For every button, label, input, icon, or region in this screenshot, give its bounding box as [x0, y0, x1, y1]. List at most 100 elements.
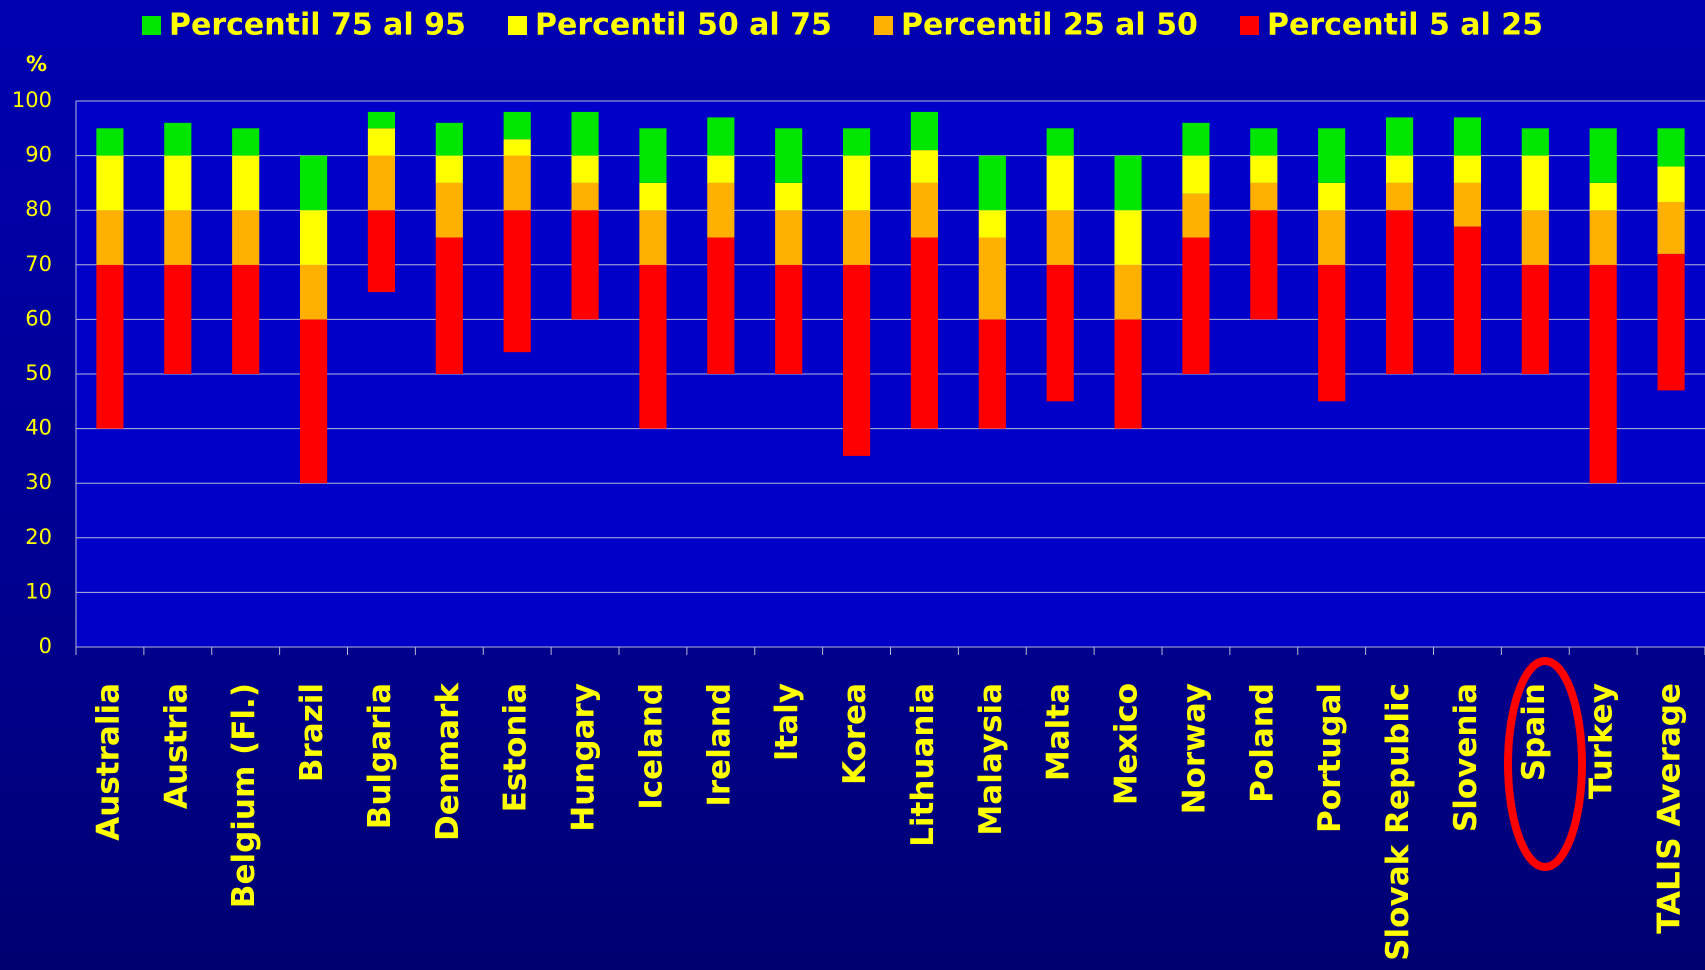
bar-segment — [1114, 210, 1142, 265]
bar-segment — [1589, 264, 1617, 484]
bar-segment — [842, 155, 871, 211]
bar-segment — [1453, 117, 1482, 156]
bar-segment — [639, 128, 667, 183]
x-tick-label: Australia — [90, 683, 126, 841]
bar-segment — [299, 264, 328, 320]
bar-segment — [1657, 166, 1685, 203]
bar-segment — [367, 111, 396, 129]
bar-segment — [367, 128, 396, 156]
bar-segment — [96, 264, 124, 429]
legend-label: Percentil 5 al 25 — [1267, 8, 1543, 43]
x-tick-label: TALIS Average — [1652, 683, 1688, 934]
bar-segment — [367, 155, 396, 211]
y-tick-label: 40 — [25, 416, 52, 440]
x-tick-label: Lithuania — [905, 683, 941, 847]
bar-segment — [299, 210, 328, 265]
bar-segment — [1385, 210, 1414, 374]
bar-segment — [1046, 128, 1074, 156]
bar-segment — [1250, 155, 1278, 183]
bar-segment — [775, 128, 803, 183]
bar-segment — [707, 155, 735, 183]
bar-segment — [164, 210, 192, 265]
x-tick-label: Bulgaria — [362, 683, 398, 829]
bar-segment — [1318, 182, 1346, 211]
bar-segment — [978, 319, 1006, 429]
bar-segment — [1114, 319, 1142, 429]
bar-segment — [707, 117, 735, 156]
bar-segment — [1250, 210, 1278, 320]
bar-segment — [1657, 202, 1685, 254]
bar-segment — [1318, 264, 1346, 402]
bar-segment — [775, 264, 803, 374]
y-tick-label: 30 — [25, 470, 52, 494]
bar-segment — [367, 210, 396, 293]
bar-segment — [639, 182, 667, 211]
bar-segment — [639, 264, 667, 429]
bar-segment — [164, 122, 192, 156]
x-tick-label: Portugal — [1312, 683, 1348, 833]
bar-segment — [1521, 128, 1549, 156]
x-tick-label: Korea — [837, 683, 873, 785]
bar-segment — [435, 237, 463, 374]
bar-segment — [96, 128, 124, 156]
bar-segment — [503, 139, 531, 156]
x-tick-label: Hungary — [566, 683, 602, 832]
bar-segment — [299, 155, 328, 211]
bar-segment — [1385, 155, 1414, 183]
x-tick-label: Slovak Republic — [1380, 683, 1416, 961]
bar-segment — [1114, 264, 1142, 320]
x-tick-label: Estonia — [498, 683, 534, 812]
bar-segment — [571, 155, 599, 183]
highlight-ellipse — [1504, 657, 1586, 871]
bar-segment — [1589, 182, 1617, 211]
bar-segment — [1046, 210, 1074, 265]
legend-swatch — [142, 16, 161, 35]
bar-segment — [503, 111, 531, 140]
legend-swatch — [1240, 16, 1259, 35]
bar-segment — [571, 111, 599, 156]
bar-segment — [299, 319, 328, 484]
bar-segment — [842, 210, 871, 265]
bar-segment — [435, 155, 463, 183]
x-tick-label: Belgium (Fl.) — [226, 683, 262, 908]
bar-segment — [775, 210, 803, 265]
bar-segment — [1521, 155, 1549, 211]
bar-segment — [707, 237, 735, 374]
x-tick-label: Mexico — [1109, 683, 1145, 805]
x-tick-label: Spain — [1516, 683, 1552, 781]
bar-segment — [1657, 253, 1685, 391]
bar-segment — [1657, 128, 1685, 167]
bar-segment — [1521, 264, 1549, 374]
bar-segment — [1385, 182, 1414, 211]
bar-segment — [842, 128, 871, 156]
x-tick-label: Denmark — [430, 682, 466, 841]
bar-segment — [1453, 226, 1482, 374]
x-tick-label: Italy — [769, 683, 805, 761]
x-tick-label: Malaysia — [973, 683, 1009, 836]
y-tick-label: 80 — [25, 197, 52, 221]
bar-segment — [232, 210, 260, 265]
bar-segment — [1182, 122, 1210, 156]
bar-segment — [1114, 155, 1142, 211]
y-tick-label: 70 — [25, 252, 52, 276]
y-tick-label: 100 — [12, 88, 52, 112]
y-tick-label: 10 — [25, 579, 52, 603]
bar-segment — [435, 122, 463, 156]
x-tick-label: Poland — [1244, 683, 1280, 803]
bar-segment — [232, 128, 260, 156]
bar-segment — [707, 182, 735, 238]
y-tick-label: 0 — [39, 634, 52, 658]
bar-segment — [1318, 210, 1346, 265]
x-tick-label: Malta — [1041, 683, 1077, 781]
bar-segment — [1318, 128, 1346, 183]
bar-segment — [910, 237, 939, 429]
bar-segment — [1521, 210, 1549, 265]
bar-segment — [96, 210, 124, 265]
legend-label: Percentil 75 al 95 — [169, 8, 466, 43]
bar-segment — [1453, 155, 1482, 183]
bar-segment — [1250, 182, 1278, 211]
bar-segment — [571, 210, 599, 320]
bar-segment — [164, 155, 192, 211]
